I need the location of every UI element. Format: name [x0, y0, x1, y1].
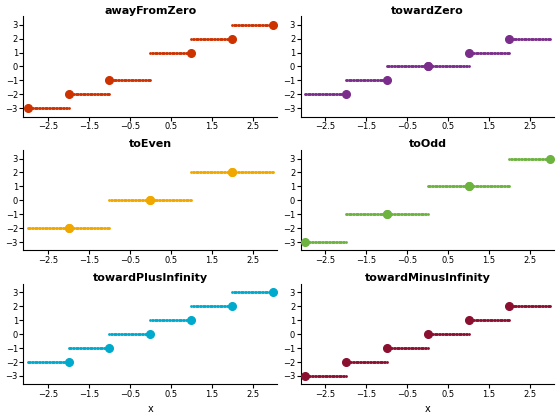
Title: towardZero: towardZero	[391, 5, 464, 16]
Title: towardPlusInfinity: towardPlusInfinity	[93, 273, 208, 284]
Title: awayFromZero: awayFromZero	[104, 5, 197, 16]
Title: toOdd: toOdd	[409, 139, 446, 150]
Title: toEven: toEven	[129, 139, 172, 150]
Title: towardMinusInfinity: towardMinusInfinity	[365, 273, 491, 284]
X-axis label: x: x	[424, 404, 431, 415]
X-axis label: x: x	[147, 404, 153, 415]
